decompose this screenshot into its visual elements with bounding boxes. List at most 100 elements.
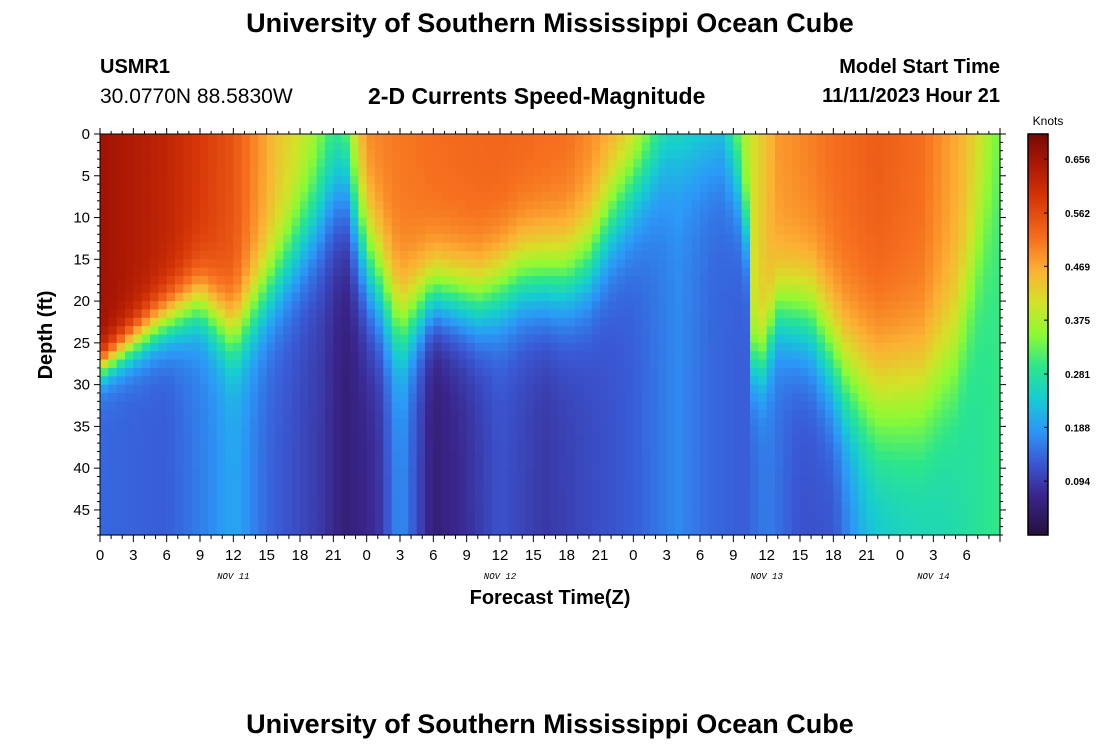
heatmap-cell (583, 376, 593, 386)
heatmap-cell (166, 434, 176, 444)
heatmap-cell (883, 426, 893, 436)
heatmap-cell (533, 376, 543, 386)
heatmap-cell (325, 509, 334, 519)
heatmap-cell (316, 501, 326, 511)
heatmap-cell (166, 326, 176, 336)
heatmap-cell (383, 142, 393, 152)
heatmap-cell (175, 217, 184, 227)
heatmap-cell (225, 200, 234, 210)
heatmap-cell (741, 276, 751, 285)
heatmap-cell (491, 159, 501, 169)
heatmap-cell (641, 434, 651, 444)
heatmap-cell (750, 301, 759, 311)
heatmap-cell (275, 468, 284, 478)
heatmap-cell (416, 200, 426, 210)
heatmap-cell (358, 225, 368, 235)
heatmap-cell (600, 267, 609, 277)
heatmap-cell (291, 142, 301, 152)
heatmap-cell (691, 334, 701, 344)
heatmap-cell (900, 426, 909, 436)
heatmap-cell (741, 509, 751, 519)
heatmap-cell (183, 392, 193, 402)
heatmap-cell (950, 443, 959, 453)
heatmap-cell (766, 142, 776, 152)
heatmap-cell (858, 200, 868, 210)
heatmap-cell (366, 418, 376, 427)
heatmap-cell (933, 200, 943, 210)
heatmap-cell (125, 250, 134, 260)
heatmap-cell (200, 301, 209, 311)
heatmap-cell (816, 292, 826, 302)
heatmap-cell (950, 250, 959, 260)
heatmap-cell (383, 359, 393, 369)
heatmap-cell (875, 242, 884, 252)
heatmap-cell (316, 401, 326, 411)
heatmap-cell (900, 217, 909, 227)
heatmap-cell (950, 409, 959, 419)
heatmap-cell (450, 418, 459, 427)
heatmap-cell (708, 409, 718, 419)
heatmap-cell (475, 175, 484, 185)
heatmap-cell (100, 184, 109, 194)
heatmap-cell (600, 526, 609, 536)
heatmap-cell (591, 142, 601, 152)
heatmap-cell (183, 526, 193, 536)
heatmap-cell (691, 459, 701, 469)
heatmap-cell (500, 284, 509, 294)
heatmap-cell (825, 225, 834, 235)
heatmap-cell (525, 159, 534, 169)
heatmap-cell (766, 392, 776, 402)
heatmap-cell (391, 259, 401, 269)
heatmap-cell (641, 484, 651, 494)
heatmap-cell (475, 292, 484, 302)
heatmap-cell (583, 334, 593, 344)
heatmap-cell (375, 509, 384, 519)
heatmap-cell (591, 217, 601, 227)
heatmap-cell (608, 134, 618, 143)
heatmap-cell (800, 284, 809, 294)
heatmap-cell (808, 359, 818, 369)
heatmap-cell (691, 518, 701, 528)
heatmap-cell (566, 392, 576, 402)
heatmap-cell (716, 184, 726, 194)
heatmap-cell (391, 192, 401, 202)
heatmap-cell (750, 175, 759, 185)
heatmap-cell (816, 284, 826, 294)
heatmap-cell (908, 384, 918, 394)
heatmap-cell (408, 175, 418, 185)
heatmap-cell (833, 209, 843, 219)
heatmap-cell (583, 526, 593, 536)
heatmap-cell (266, 342, 276, 352)
heatmap-cell (533, 167, 543, 177)
heatmap-cell (466, 476, 476, 486)
heatmap-cell (458, 351, 468, 361)
heatmap-cell (175, 142, 184, 152)
heatmap-cell (150, 384, 159, 394)
heatmap-cell (233, 367, 243, 377)
heatmap-cell (583, 459, 593, 469)
heatmap-cell (300, 493, 309, 503)
heatmap-cell (691, 159, 701, 169)
heatmap-cell (591, 518, 601, 528)
heatmap-cell (525, 409, 534, 419)
heatmap-cell (525, 484, 534, 494)
heatmap-cell (266, 359, 276, 369)
heatmap-cell (225, 234, 234, 244)
heatmap-cell (141, 484, 151, 494)
heatmap-cell (716, 317, 726, 327)
heatmap-cell (608, 200, 618, 210)
heatmap-cell (450, 334, 459, 344)
heatmap-cell (800, 209, 809, 219)
heatmap-cell (125, 484, 134, 494)
heatmap-cell (808, 150, 818, 160)
heatmap-cell (608, 459, 618, 469)
heatmap-cell (458, 309, 468, 319)
heatmap-cell (766, 367, 776, 377)
heatmap-cell (750, 317, 759, 327)
heatmap-cell (375, 192, 384, 202)
heatmap-cell (433, 526, 443, 536)
heatmap-cell (850, 192, 859, 202)
heatmap-cell (841, 367, 851, 377)
heatmap-cell (925, 493, 934, 503)
heatmap-cell (283, 476, 293, 486)
